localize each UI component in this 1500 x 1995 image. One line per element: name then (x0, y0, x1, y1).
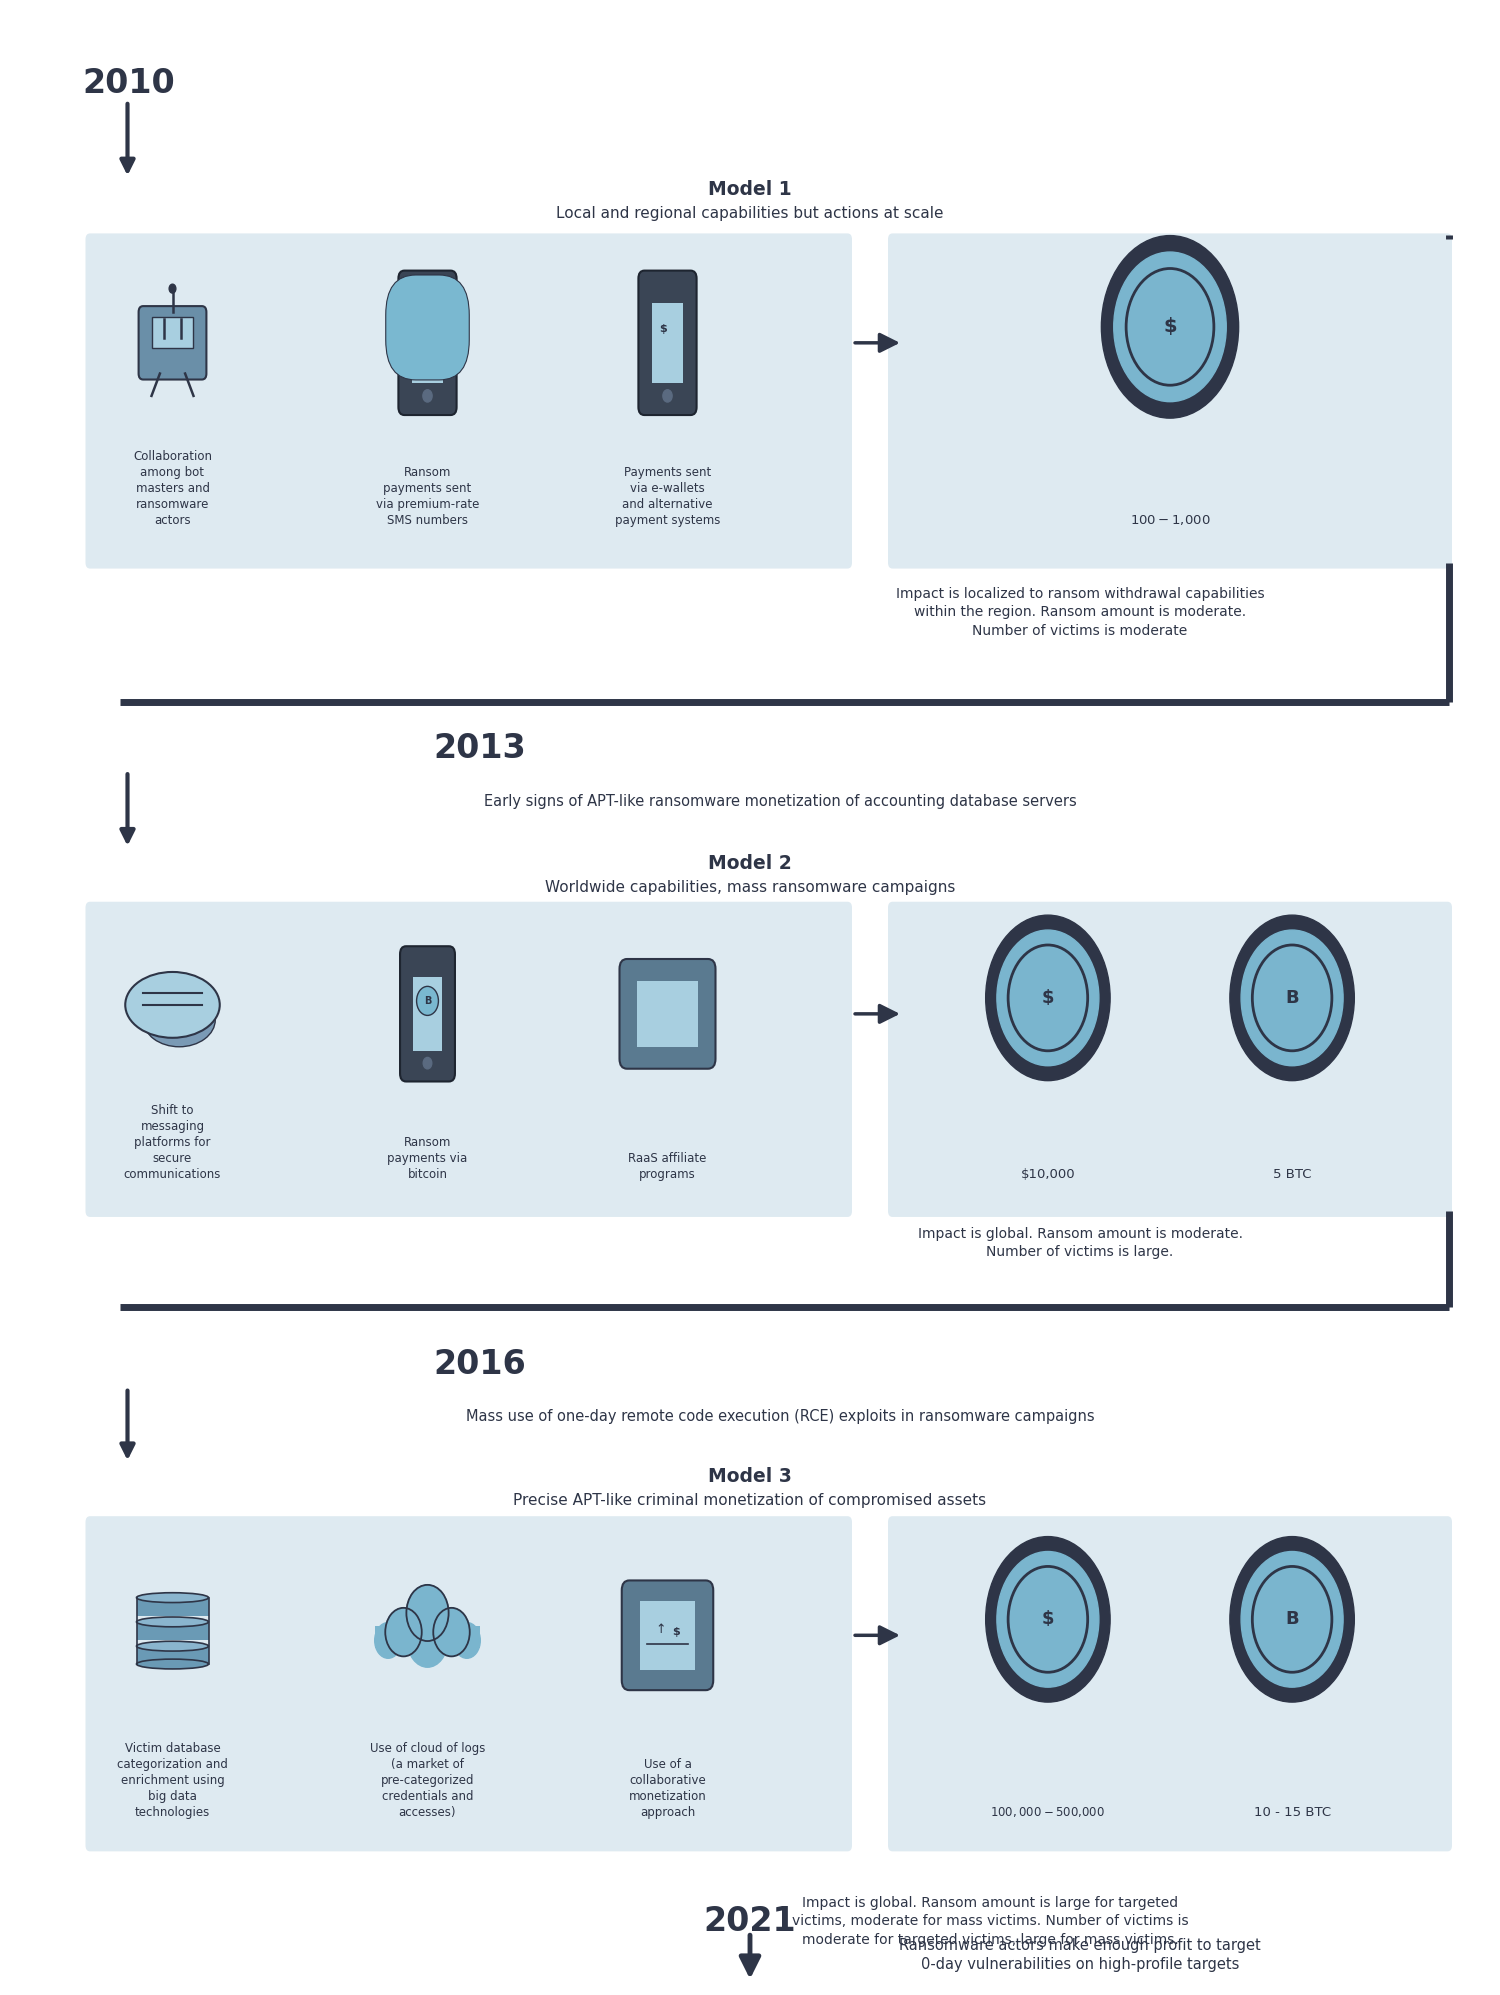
Text: Mass use of one-day remote code execution (RCE) exploits in ransomware campaigns: Mass use of one-day remote code executio… (465, 1408, 1095, 1424)
Circle shape (408, 1614, 447, 1668)
Circle shape (1230, 916, 1354, 1081)
Circle shape (1230, 1536, 1354, 1702)
Circle shape (433, 1608, 470, 1656)
Text: Payments sent
via e-wallets
and alternative
payment systems: Payments sent via e-wallets and alternat… (615, 465, 720, 527)
FancyBboxPatch shape (399, 271, 456, 415)
FancyBboxPatch shape (136, 1622, 209, 1640)
FancyBboxPatch shape (413, 976, 442, 1051)
Text: Ransom
payments sent
via premium-rate
SMS numbers: Ransom payments sent via premium-rate SM… (376, 465, 478, 527)
FancyBboxPatch shape (138, 305, 207, 379)
Text: $10,000: $10,000 (1020, 1167, 1076, 1181)
Circle shape (417, 986, 438, 1015)
Ellipse shape (144, 994, 216, 1047)
Text: $: $ (1041, 1610, 1054, 1628)
FancyBboxPatch shape (888, 233, 1452, 569)
Text: Worldwide capabilities, mass ransomware campaigns: Worldwide capabilities, mass ransomware … (544, 880, 956, 896)
Circle shape (1113, 251, 1227, 401)
FancyBboxPatch shape (638, 982, 698, 1047)
Text: $: $ (660, 323, 668, 333)
Text: $100 - $1,000: $100 - $1,000 (1130, 513, 1210, 527)
Text: Victim database
categorization and
enrichment using
big data
technologies: Victim database categorization and enric… (117, 1742, 228, 1819)
Text: 10 - 15 BTC: 10 - 15 BTC (1254, 1805, 1330, 1819)
FancyBboxPatch shape (651, 303, 684, 383)
FancyBboxPatch shape (411, 303, 444, 383)
Ellipse shape (136, 1642, 209, 1652)
Circle shape (386, 1608, 422, 1656)
Text: Ransomware actors make enough profit to target
0-day vulnerabilities on high-pro: Ransomware actors make enough profit to … (898, 1937, 1262, 1973)
Text: RaaS affiliate
programs: RaaS affiliate programs (628, 1151, 706, 1181)
Text: Impact is global. Ransom amount is large for targeted
victims, moderate for mass: Impact is global. Ransom amount is large… (792, 1895, 1188, 1947)
Circle shape (986, 916, 1110, 1081)
Text: $: $ (672, 1628, 681, 1638)
Text: Precise APT-like criminal monetization of compromised assets: Precise APT-like criminal monetization o… (513, 1492, 987, 1508)
Text: ↑: ↑ (656, 1622, 666, 1636)
Text: B: B (424, 996, 430, 1005)
Text: Local and regional capabilities but actions at scale: Local and regional capabilities but acti… (556, 205, 944, 221)
Text: Model 1: Model 1 (708, 180, 792, 200)
Text: Shift to
messaging
platforms for
secure
communications: Shift to messaging platforms for secure … (124, 1103, 220, 1181)
FancyBboxPatch shape (86, 233, 852, 569)
Circle shape (663, 389, 672, 403)
FancyBboxPatch shape (386, 275, 470, 379)
Text: Early signs of APT-like ransomware monetization of accounting database servers: Early signs of APT-like ransomware monet… (483, 794, 1077, 810)
Circle shape (998, 1552, 1100, 1688)
Text: Ransom
payments via
bitcoin: Ransom payments via bitcoin (387, 1135, 468, 1181)
Circle shape (1240, 1552, 1342, 1688)
Text: $: $ (1041, 990, 1054, 1007)
FancyBboxPatch shape (621, 1580, 714, 1690)
Circle shape (423, 1057, 432, 1069)
Text: 5 BTC: 5 BTC (1274, 1167, 1311, 1181)
Ellipse shape (136, 1618, 209, 1626)
FancyBboxPatch shape (639, 1602, 696, 1670)
Text: 2013: 2013 (433, 732, 526, 764)
Text: B: B (1286, 990, 1299, 1007)
Circle shape (986, 1536, 1110, 1702)
FancyBboxPatch shape (136, 1598, 209, 1616)
FancyBboxPatch shape (620, 960, 716, 1069)
FancyBboxPatch shape (888, 1516, 1452, 1851)
FancyBboxPatch shape (639, 271, 696, 415)
Text: Impact is global. Ransom amount is moderate.
Number of victims is large.: Impact is global. Ransom amount is moder… (918, 1227, 1242, 1259)
Text: Use of cloud of logs
(a market of
pre-categorized
credentials and
accesses): Use of cloud of logs (a market of pre-ca… (370, 1742, 484, 1819)
FancyBboxPatch shape (86, 902, 852, 1217)
Text: $: $ (1162, 317, 1178, 337)
Circle shape (170, 283, 176, 293)
Text: Model 2: Model 2 (708, 854, 792, 874)
FancyBboxPatch shape (400, 946, 454, 1081)
FancyBboxPatch shape (375, 1626, 480, 1648)
Text: Model 3: Model 3 (708, 1466, 792, 1486)
FancyBboxPatch shape (86, 1516, 852, 1851)
FancyBboxPatch shape (153, 317, 192, 349)
Circle shape (998, 930, 1100, 1065)
Text: $100,000 - $500,000: $100,000 - $500,000 (990, 1805, 1106, 1819)
Ellipse shape (124, 972, 219, 1037)
Circle shape (375, 1622, 402, 1658)
Text: Impact is localized to ransom withdrawal capabilities
within the region. Ransom : Impact is localized to ransom withdrawal… (896, 587, 1264, 638)
Ellipse shape (136, 1592, 209, 1602)
Circle shape (406, 1584, 448, 1642)
Text: 2010: 2010 (82, 68, 176, 100)
Circle shape (453, 1622, 480, 1658)
Circle shape (423, 389, 432, 403)
Text: 2016: 2016 (433, 1349, 526, 1381)
Text: B: B (1286, 1610, 1299, 1628)
Ellipse shape (136, 1660, 209, 1670)
FancyBboxPatch shape (136, 1646, 209, 1664)
FancyBboxPatch shape (888, 902, 1452, 1217)
Text: 2021: 2021 (704, 1905, 797, 1937)
Text: Collaboration
among bot
masters and
ransomware
actors: Collaboration among bot masters and rans… (134, 449, 212, 527)
Circle shape (1240, 930, 1342, 1065)
Circle shape (1101, 235, 1239, 419)
Text: Use of a
collaborative
monetization
approach: Use of a collaborative monetization appr… (628, 1758, 706, 1819)
